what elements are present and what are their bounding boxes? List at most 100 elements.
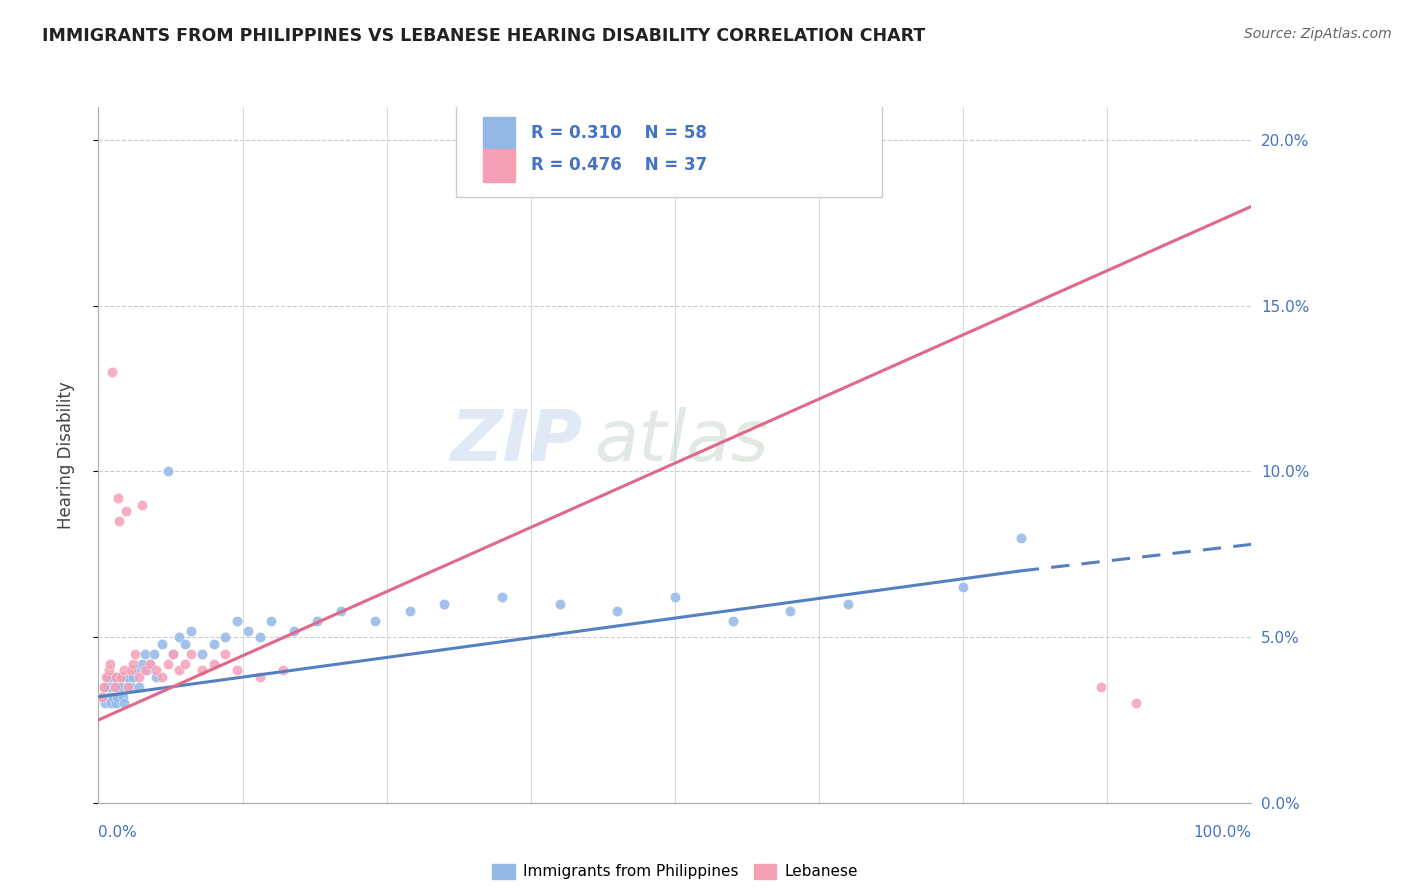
Point (117, 670, 139, 684)
Point (837, 166, 859, 180)
Point (103, 680, 125, 694)
Point (225, 614, 247, 628)
Text: 0.0%: 0.0% (98, 825, 138, 840)
FancyBboxPatch shape (456, 103, 883, 197)
Point (174, 657, 197, 671)
Point (115, 504, 138, 518)
Point (124, 647, 146, 661)
Point (112, 697, 135, 711)
Point (107, 491, 129, 505)
Point (191, 663, 214, 677)
Point (1125, 697, 1147, 711)
Point (114, 670, 136, 684)
Point (110, 680, 132, 694)
Y-axis label: Hearing Disability: Hearing Disability (56, 381, 75, 529)
Point (249, 630, 271, 644)
Point (156, 657, 179, 671)
Point (249, 670, 271, 684)
Point (283, 624, 305, 638)
Point (108, 670, 131, 684)
Point (271, 663, 294, 677)
Point (260, 614, 283, 628)
Point (100, 697, 122, 711)
Point (606, 604, 628, 618)
Point (180, 647, 202, 661)
Point (162, 647, 184, 661)
Text: R = 0.310    N = 58: R = 0.310 N = 58 (531, 124, 707, 142)
Point (150, 670, 173, 684)
Point (135, 663, 157, 677)
Point (124, 663, 146, 677)
Point (952, 581, 974, 595)
Text: ZIP: ZIP (450, 407, 582, 475)
Point (837, 597, 859, 611)
Point (139, 657, 162, 671)
Point (779, 604, 801, 618)
Point (139, 657, 162, 671)
Text: R = 0.476    N = 37: R = 0.476 N = 37 (531, 156, 707, 175)
Point (103, 690, 125, 704)
Point (174, 637, 197, 651)
Point (104, 670, 127, 684)
Point (98, 657, 121, 671)
Point (131, 657, 153, 671)
Point (111, 690, 134, 704)
Point (128, 670, 150, 684)
Point (131, 498, 153, 512)
Point (117, 680, 139, 694)
Point (96, 670, 118, 684)
Point (664, 591, 686, 605)
Point (214, 647, 236, 661)
Point (122, 670, 145, 684)
Point (107, 680, 129, 694)
Point (97, 690, 120, 704)
Point (191, 647, 214, 661)
Point (97, 663, 120, 677)
Point (128, 680, 150, 694)
Point (225, 663, 247, 677)
Point (162, 647, 184, 661)
Point (167, 630, 190, 644)
Point (94, 697, 117, 711)
Point (180, 624, 202, 638)
Point (122, 657, 145, 671)
Point (548, 597, 571, 611)
Point (117, 680, 139, 694)
Point (398, 604, 420, 618)
Point (433, 597, 456, 611)
Point (134, 647, 156, 661)
Point (93, 680, 115, 694)
Point (1090, 680, 1112, 694)
Point (120, 680, 142, 694)
Point (364, 614, 387, 628)
Point (120, 663, 142, 677)
Point (167, 663, 190, 677)
Point (104, 697, 127, 711)
Point (202, 637, 225, 651)
Point (214, 630, 236, 644)
Point (307, 614, 329, 628)
Point (90, 690, 112, 704)
Point (97, 670, 120, 684)
Point (103, 680, 125, 694)
Point (134, 663, 156, 677)
Point (110, 670, 132, 684)
Point (145, 670, 167, 684)
Text: 100.0%: 100.0% (1194, 825, 1251, 840)
Point (101, 365, 124, 379)
Text: Source: ZipAtlas.com: Source: ZipAtlas.com (1244, 27, 1392, 41)
Text: atlas: atlas (595, 407, 769, 475)
Point (156, 465, 179, 479)
Point (491, 591, 513, 605)
Point (98, 680, 121, 694)
Point (145, 663, 167, 677)
Point (93, 680, 115, 694)
Point (101, 670, 124, 684)
Point (1010, 531, 1032, 545)
Point (90, 690, 112, 704)
Point (108, 514, 131, 528)
Point (329, 604, 352, 618)
Legend: Immigrants from Philippines, Lebanese: Immigrants from Philippines, Lebanese (486, 857, 863, 886)
Point (112, 663, 135, 677)
Point (105, 690, 128, 704)
